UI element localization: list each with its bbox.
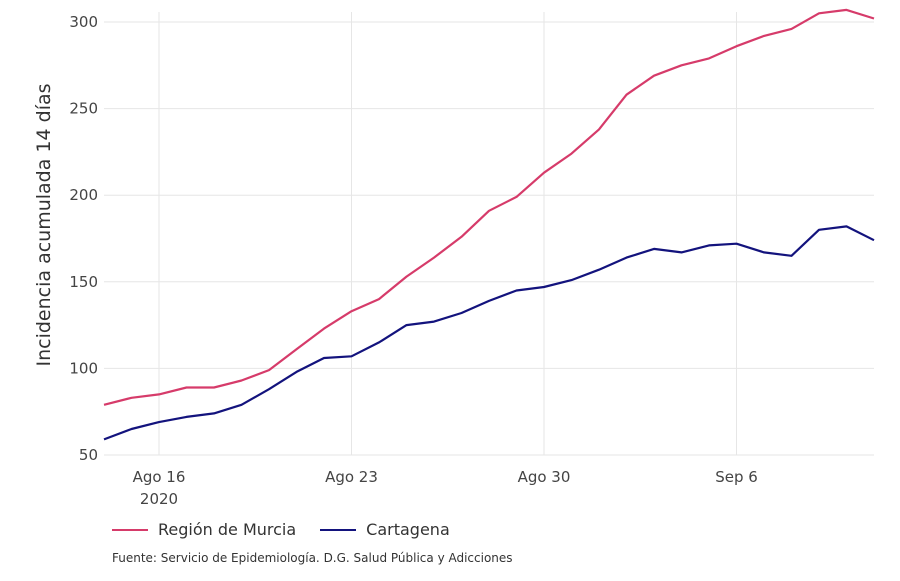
y-tick-label: 200 — [69, 186, 98, 204]
x-tick-label: Ago 30 — [518, 468, 571, 486]
line-chart: 50 100 150 200 250 300 Ago 16 2020 Ago 23 Ago 30… — [33, 8, 875, 508]
legend-item-murcia[interactable]: Región de Murcia — [112, 520, 296, 539]
x-tick-labels: Ago 16 2020 Ago 23 Ago 30 Sep 6 — [133, 468, 758, 508]
x-tick-label: Ago 16 — [133, 468, 186, 486]
source-note: Fuente: Servicio de Epidemiología. D.G. … — [112, 551, 513, 565]
y-tick-label: 50 — [79, 446, 98, 464]
y-tick-label: 250 — [69, 100, 98, 118]
x-gridlines — [158, 12, 737, 455]
legend-swatch-cartagena — [320, 528, 357, 531]
legend-item-cartagena[interactable]: Cartagena — [320, 520, 450, 539]
y-axis-label: Incidencia acumulada 14 días — [33, 83, 55, 366]
x-tick-label: Ago 23 — [325, 468, 378, 486]
series-lines — [103, 8, 875, 441]
y-tick-label: 100 — [69, 359, 98, 377]
y-tick-label: 300 — [69, 13, 98, 31]
y-tick-labels: 50 100 150 200 250 300 — [69, 13, 98, 464]
series-line-cartagena — [103, 225, 875, 441]
y-gridlines — [104, 21, 874, 456]
legend: Región de Murcia Cartagena — [112, 520, 474, 539]
y-tick-label: 150 — [69, 273, 98, 291]
series-line-murcia — [103, 8, 875, 406]
legend-label-murcia: Región de Murcia — [158, 520, 297, 539]
legend-swatch-murcia — [112, 528, 148, 531]
x-tick-sublabel: 2020 — [140, 490, 178, 508]
legend-label-cartagena: Cartagena — [366, 520, 450, 539]
x-tick-label: Sep 6 — [715, 468, 758, 486]
